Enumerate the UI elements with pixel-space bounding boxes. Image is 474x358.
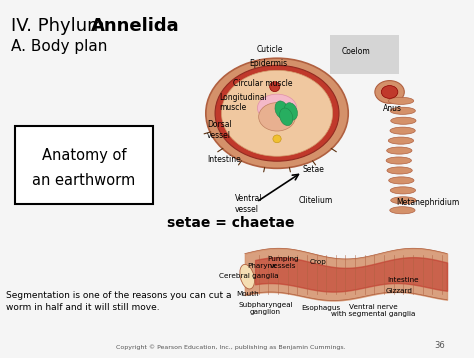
Circle shape [215, 66, 339, 161]
Text: Cuticle: Cuticle [256, 45, 283, 54]
Ellipse shape [280, 108, 293, 126]
Ellipse shape [391, 197, 416, 204]
Ellipse shape [387, 167, 412, 174]
FancyBboxPatch shape [330, 35, 399, 74]
Text: Annelida: Annelida [91, 18, 180, 35]
Text: Circular muscle: Circular muscle [233, 79, 293, 88]
Text: Setae: Setae [302, 165, 324, 174]
Ellipse shape [390, 107, 415, 114]
Text: A. Body plan: A. Body plan [10, 39, 107, 54]
Ellipse shape [275, 101, 288, 118]
Text: Gizzard: Gizzard [385, 288, 412, 294]
Text: Esophagus: Esophagus [301, 305, 340, 311]
Ellipse shape [240, 265, 255, 289]
Ellipse shape [386, 157, 411, 164]
Text: Pumping
vessels: Pumping vessels [268, 256, 299, 269]
Text: Segmentation is one of the reasons you can cut a
worm in half and it will still : Segmentation is one of the reasons you c… [6, 291, 231, 312]
Ellipse shape [273, 135, 281, 143]
Ellipse shape [388, 137, 414, 144]
Circle shape [259, 103, 295, 131]
Circle shape [375, 81, 404, 103]
Text: Cerebral ganglia: Cerebral ganglia [219, 273, 278, 279]
Text: Longitudinal
muscle: Longitudinal muscle [219, 93, 267, 112]
Text: setae = chaetae: setae = chaetae [167, 216, 294, 231]
Text: Metanephridium: Metanephridium [396, 198, 460, 207]
Text: Subpharyngeal
ganglion: Subpharyngeal ganglion [238, 302, 293, 315]
Ellipse shape [284, 103, 298, 120]
Circle shape [221, 70, 333, 156]
Text: Intestine: Intestine [207, 155, 241, 164]
Ellipse shape [391, 117, 416, 124]
Text: Crop: Crop [310, 260, 327, 266]
Ellipse shape [390, 187, 416, 194]
Text: Intestine: Intestine [388, 277, 419, 283]
Text: Ventral
vessel: Ventral vessel [235, 194, 262, 214]
Ellipse shape [389, 177, 414, 184]
Ellipse shape [388, 97, 414, 105]
Text: Pharynx: Pharynx [248, 263, 277, 269]
FancyBboxPatch shape [15, 126, 153, 204]
Ellipse shape [257, 94, 297, 122]
Text: an earthworm: an earthworm [32, 173, 136, 188]
Text: Anus: Anus [383, 104, 401, 113]
Text: Clitelium: Clitelium [299, 196, 333, 205]
Text: Ventral nerve
with segmental ganglia: Ventral nerve with segmental ganglia [331, 304, 416, 317]
Text: Coelom: Coelom [341, 47, 370, 56]
Text: Mouth: Mouth [236, 291, 258, 297]
Text: 36: 36 [434, 340, 445, 349]
Circle shape [381, 86, 398, 98]
Text: Epidermis: Epidermis [249, 59, 288, 68]
Text: Anatomy of: Anatomy of [42, 149, 127, 163]
Text: IV. Phylum: IV. Phylum [10, 18, 110, 35]
Text: Copyright © Pearson Education, Inc., publishing as Benjamin Cummings.: Copyright © Pearson Education, Inc., pub… [116, 345, 346, 350]
Ellipse shape [390, 207, 415, 214]
Ellipse shape [390, 127, 415, 134]
Text: Dorsal
vessel: Dorsal vessel [207, 120, 232, 140]
Ellipse shape [387, 147, 412, 154]
Circle shape [206, 58, 348, 168]
Ellipse shape [270, 82, 280, 92]
